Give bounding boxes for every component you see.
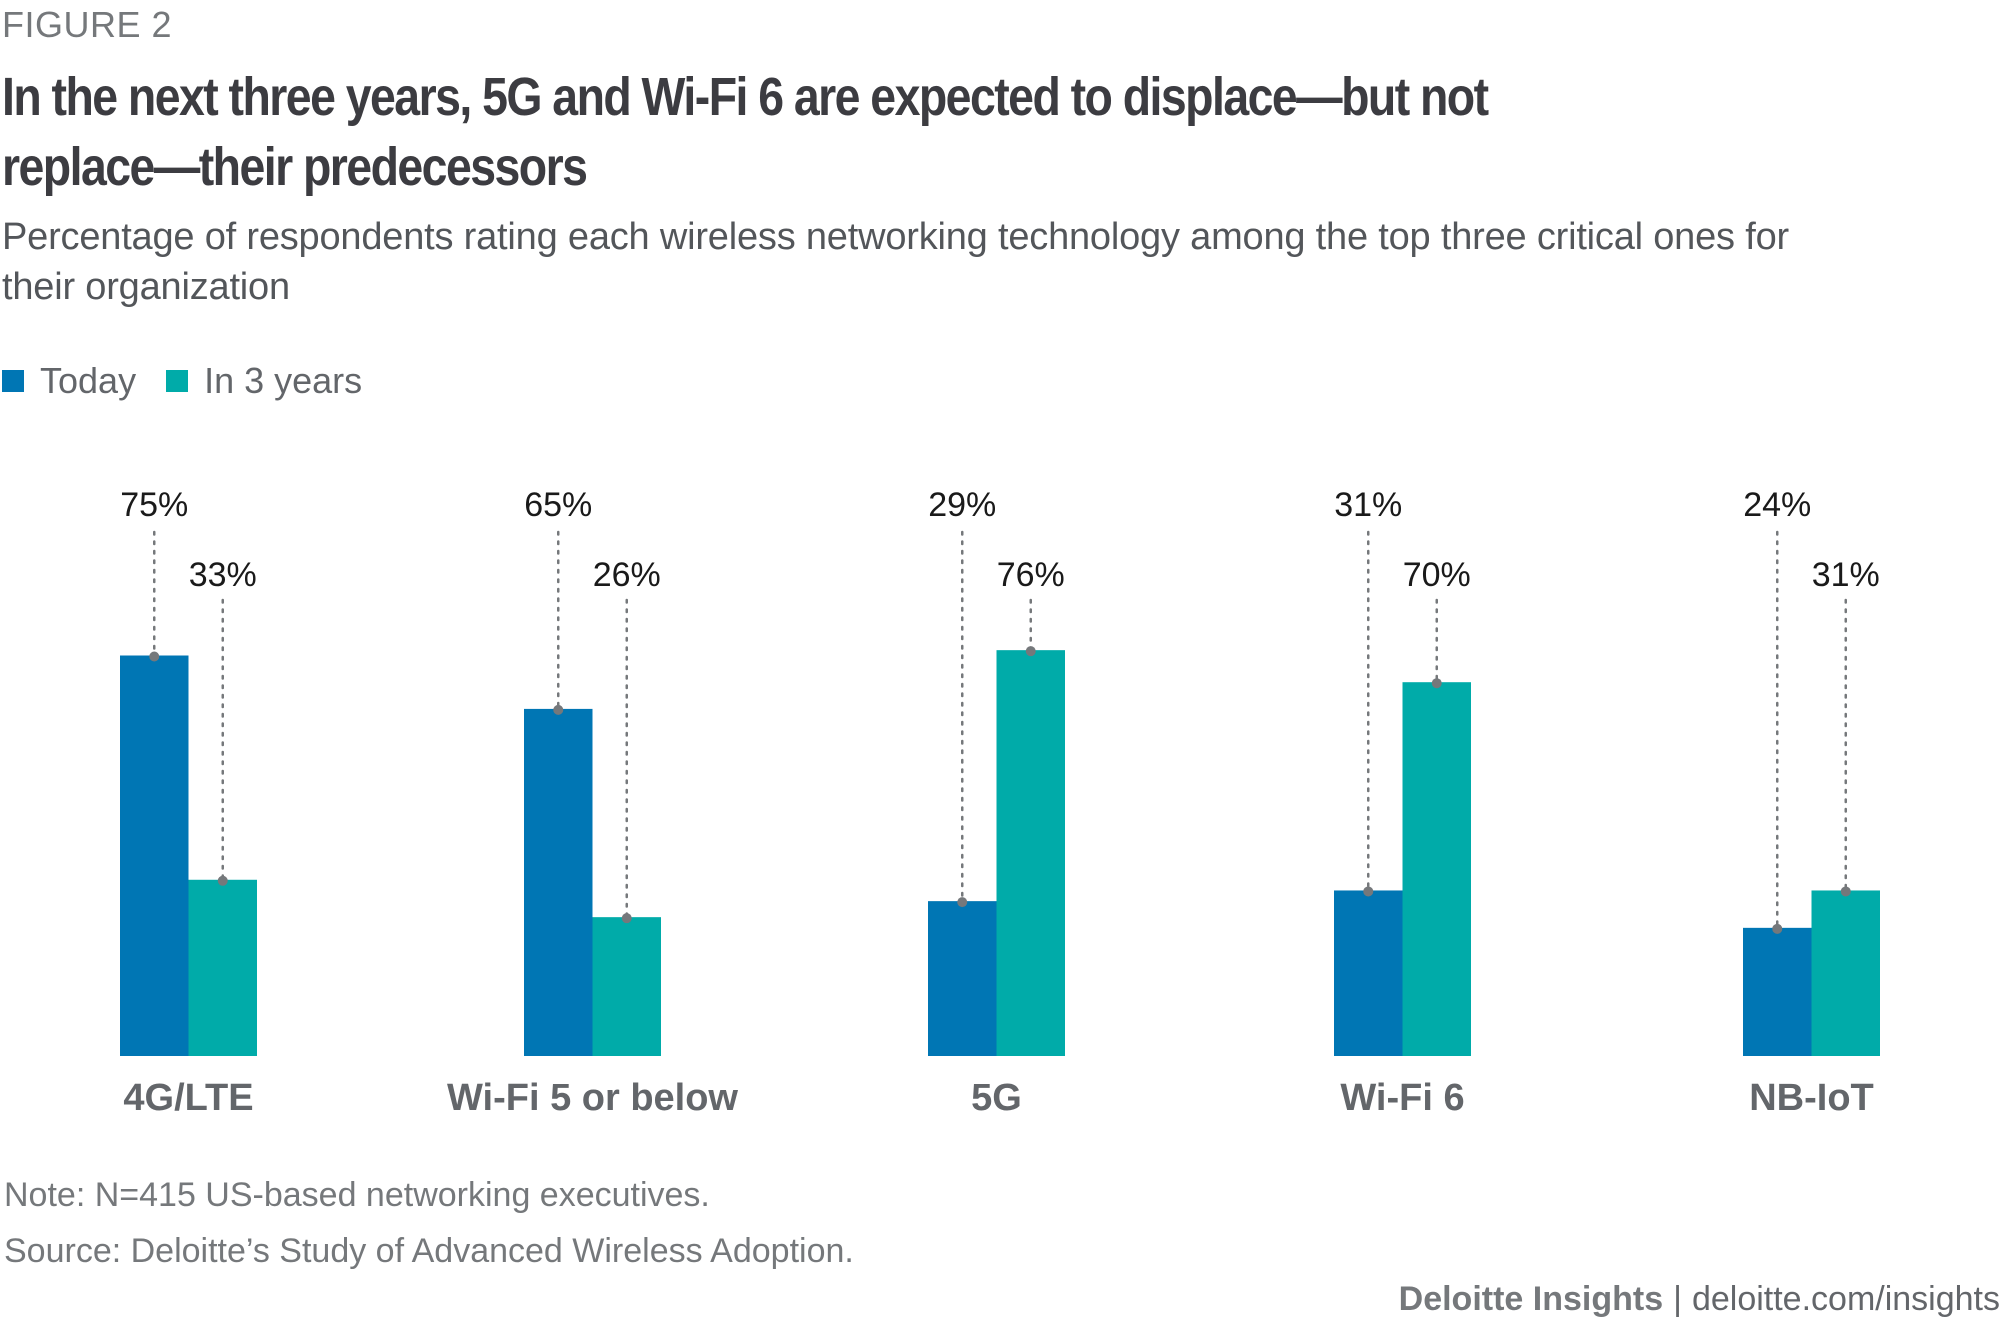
category-label: NB-IoT bbox=[1749, 1077, 1874, 1119]
value-marker-today bbox=[149, 651, 160, 662]
data-label-in-3-years: 70% bbox=[1403, 556, 1471, 594]
value-marker-in-3-years bbox=[621, 913, 632, 924]
value-marker-today bbox=[553, 704, 564, 715]
footer-url[interactable]: deloitte.com/insights bbox=[1691, 1280, 2000, 1318]
data-label-in-3-years: 26% bbox=[593, 556, 661, 594]
data-label-today: 31% bbox=[1334, 486, 1402, 524]
value-marker-in-3-years bbox=[1025, 646, 1036, 657]
value-marker-today bbox=[1772, 923, 1783, 934]
footer-separator: | bbox=[1673, 1280, 1682, 1318]
value-marker-today bbox=[1363, 886, 1374, 897]
bar-in-3-years bbox=[996, 650, 1065, 1056]
bar-today bbox=[1743, 927, 1812, 1056]
data-label-today: 24% bbox=[1743, 486, 1811, 524]
category-label: 4G/LTE bbox=[123, 1077, 253, 1119]
legend-swatch-in-3-years bbox=[166, 370, 189, 392]
data-label-in-3-years: 31% bbox=[1812, 556, 1880, 594]
category-label: Wi-Fi 5 or below bbox=[447, 1077, 738, 1119]
legend-item-today: Today bbox=[2, 360, 136, 402]
footer: Deloitte Insights | deloitte.com/insights bbox=[1399, 1280, 2000, 1319]
chart-title: In the next three years, 5G and Wi-Fi 6 … bbox=[2, 67, 1489, 197]
data-label-in-3-years: 76% bbox=[997, 556, 1065, 594]
category-label: 5G bbox=[971, 1077, 1022, 1119]
value-marker-in-3-years bbox=[217, 875, 228, 886]
source-text: Source: Deloitte’s Study of Advanced Wir… bbox=[4, 1232, 854, 1270]
legend: Today In 3 years bbox=[2, 360, 392, 402]
bar-in-3-years bbox=[1402, 682, 1471, 1056]
data-label-today: 65% bbox=[524, 486, 592, 524]
legend-swatch-today bbox=[2, 370, 24, 392]
bar-in-3-years bbox=[1811, 890, 1880, 1056]
bar-today bbox=[120, 655, 189, 1056]
legend-label-in-3-years: In 3 years bbox=[204, 360, 363, 401]
bar-in-3-years bbox=[592, 917, 661, 1056]
legend-label-today: Today bbox=[40, 360, 137, 401]
data-label-today: 29% bbox=[928, 486, 996, 524]
bar-today bbox=[524, 708, 593, 1056]
note-text: Note: N=415 US-based networking executiv… bbox=[4, 1176, 710, 1214]
value-marker-in-3-years bbox=[1431, 678, 1442, 689]
data-label-today: 75% bbox=[120, 486, 188, 524]
bar-today bbox=[928, 901, 997, 1056]
bar-in-3-years bbox=[188, 879, 257, 1056]
legend-item-in-3-years: In 3 years bbox=[166, 360, 362, 402]
data-label-in-3-years: 33% bbox=[189, 556, 257, 594]
value-marker-today bbox=[957, 897, 968, 908]
footer-brand: Deloitte Insights bbox=[1398, 1280, 1664, 1318]
value-marker-in-3-years bbox=[1840, 886, 1851, 897]
chart-subtitle: Percentage of respondents rating each wi… bbox=[2, 216, 1789, 308]
figure-label: FIGURE 2 bbox=[2, 4, 173, 45]
category-label: Wi-Fi 6 bbox=[1340, 1077, 1464, 1119]
bar-today bbox=[1334, 890, 1403, 1056]
